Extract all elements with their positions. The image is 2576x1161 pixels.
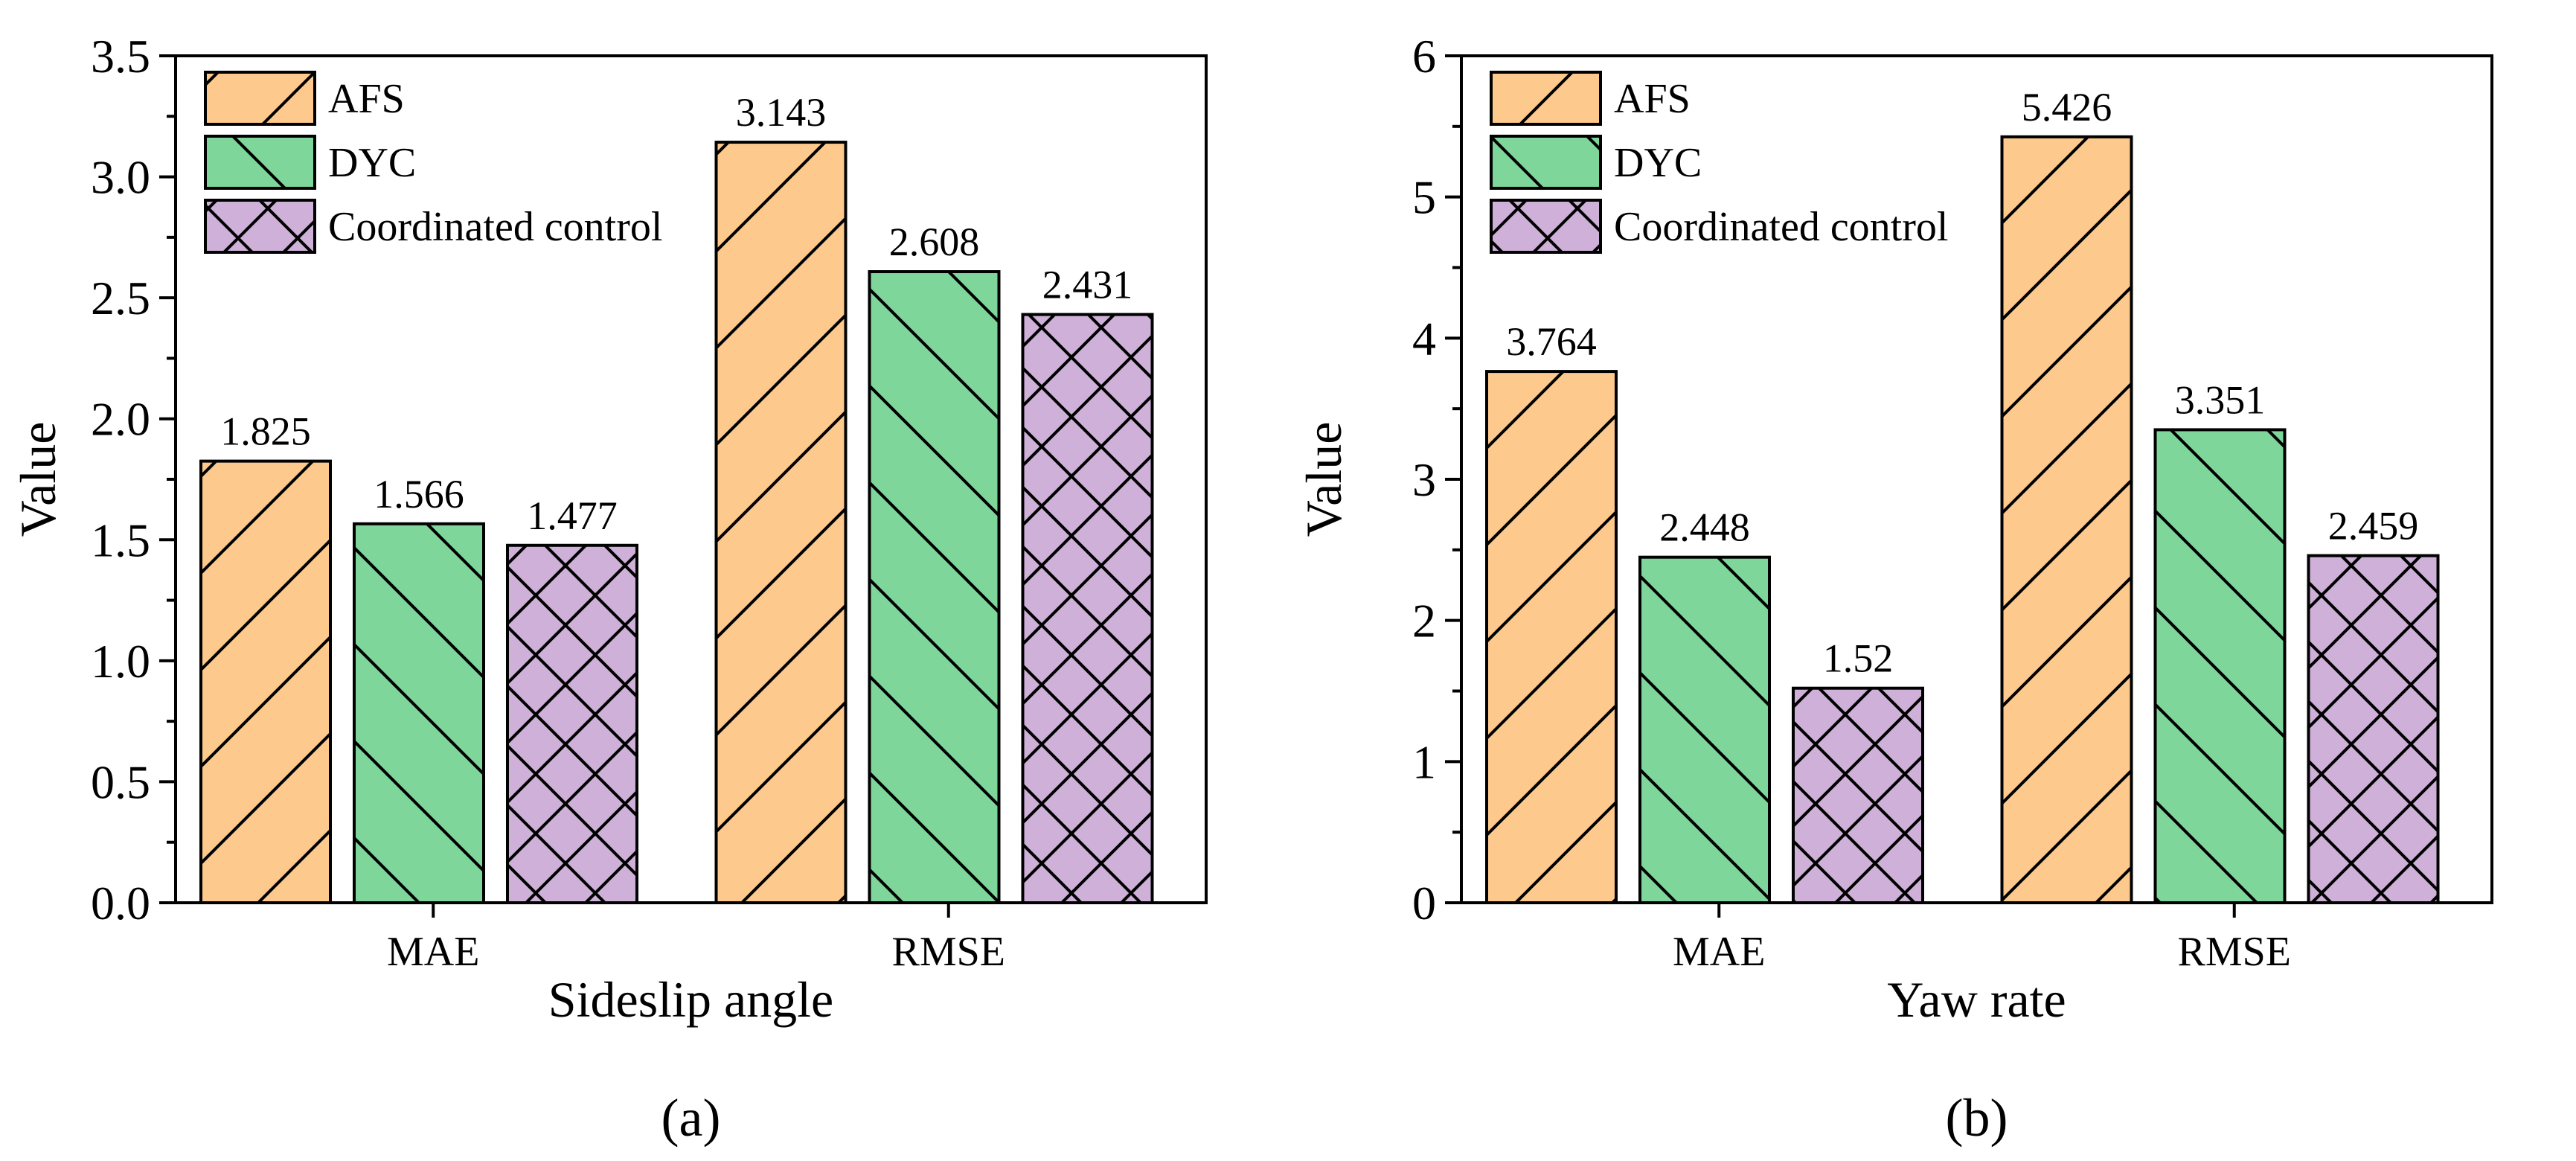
- y-axis-title: Value: [10, 422, 66, 537]
- legend-swatch: [204, 71, 316, 126]
- panel-label: (a): [661, 1088, 721, 1148]
- x-tick-label: MAE: [387, 929, 479, 975]
- data-label: 5.426: [2022, 85, 2112, 129]
- legend-label: DYC: [328, 140, 416, 186]
- bar: [2153, 428, 2287, 904]
- data-label: 3.351: [2175, 377, 2266, 422]
- bar: [1792, 686, 1924, 904]
- panel-label: (b): [1946, 1088, 2008, 1148]
- bar: [199, 459, 332, 904]
- data-label: 2.431: [1042, 263, 1133, 307]
- bar: [1485, 370, 1618, 904]
- x-axis-title: Yaw rate: [1887, 971, 2066, 1028]
- chart-panel-b: 0 1 2 3 4 5 6 3.764 2.448 1.52 MAE 5.426 3.351 2.459 R…: [1295, 30, 2493, 1148]
- legend-swatch: [1490, 71, 1602, 126]
- legend-label: AFS: [328, 76, 405, 122]
- y-tick-label: 4: [1412, 312, 1436, 365]
- y-tick-label: 0.5: [91, 755, 150, 808]
- bar: [353, 522, 485, 904]
- legend-label: AFS: [1614, 76, 1691, 122]
- data-label: 2.448: [1659, 505, 1750, 550]
- data-label: 1.566: [374, 472, 464, 516]
- x-tick-label: RMSE: [2178, 929, 2292, 975]
- legend-swatch: [204, 199, 316, 254]
- data-label: 3.764: [1506, 319, 1597, 364]
- x-axis-title: Sideslip angle: [548, 971, 833, 1028]
- bar: [506, 543, 638, 904]
- data-label: 1.52: [1823, 636, 1894, 681]
- y-tick-label: 2.0: [91, 393, 150, 446]
- legend-swatch: [204, 135, 316, 190]
- y-tick-label: 2: [1412, 595, 1436, 647]
- bar: [868, 270, 1001, 905]
- y-tick-label: 1.5: [91, 514, 150, 566]
- legend-label: DYC: [1614, 140, 1702, 186]
- y-axis-title: Value: [1295, 422, 1352, 537]
- data-label: 1.477: [527, 493, 618, 538]
- x-tick-label: RMSE: [892, 929, 1006, 975]
- legend-swatch: [1490, 199, 1602, 254]
- y-tick-label: 0.0: [91, 877, 150, 930]
- legend-label: Coordinated control: [328, 204, 662, 250]
- data-label: 1.825: [220, 409, 311, 454]
- chart-panel-a: 0.0 0.5 1.0 1.5 2.0 2.5 3.0 3.5 1.825 1.566 1.477 M…: [10, 30, 1208, 1148]
- bar: [2000, 135, 2133, 905]
- y-tick-label: 6: [1412, 30, 1436, 83]
- legend-label: Coordinated control: [1614, 204, 1948, 250]
- data-label: 3.143: [736, 90, 827, 135]
- data-label: 2.459: [2328, 504, 2419, 548]
- y-tick-label: 2.5: [91, 272, 150, 324]
- y-tick-label: 3: [1412, 453, 1436, 506]
- y-tick-label: 0: [1412, 877, 1436, 930]
- y-tick-label: 1: [1412, 735, 1436, 788]
- bar: [1021, 313, 1154, 905]
- y-tick-label: 5: [1412, 171, 1436, 224]
- y-tick-label: 3.0: [91, 151, 150, 204]
- bar: [714, 141, 848, 905]
- y-tick-label: 3.5: [91, 30, 150, 83]
- x-tick-label: MAE: [1673, 929, 1765, 975]
- bar: [1638, 555, 1771, 904]
- y-tick-label: 1.0: [91, 635, 150, 688]
- data-label: 2.608: [889, 220, 980, 264]
- bar: [2307, 554, 2440, 904]
- legend-swatch: [1490, 135, 1602, 190]
